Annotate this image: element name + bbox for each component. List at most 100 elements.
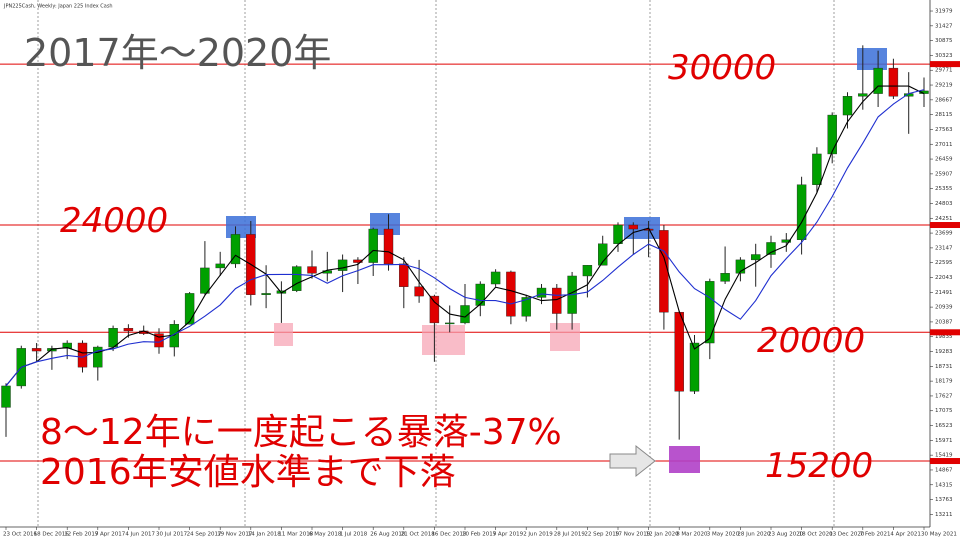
candle-body	[858, 93, 868, 97]
candle-body	[705, 281, 715, 344]
candle-body	[689, 342, 700, 392]
candle-body	[812, 153, 822, 185]
y-tick-label: 25355	[935, 186, 953, 192]
x-tick-label: 3 May 2020	[707, 532, 740, 538]
x-tick-label: 2 Jun 2019	[523, 532, 553, 538]
x-tick-label: 16 Dec 2018	[431, 532, 467, 538]
y-tick-label: 19835	[935, 334, 953, 340]
y-tick-label: 22595	[935, 260, 953, 266]
candle-body	[873, 67, 883, 94]
y-tick-label: 17627	[935, 393, 953, 399]
x-tick-label: 22 Sep 2019	[584, 532, 619, 538]
peak-box	[226, 216, 256, 238]
y-tick-label: 27563	[935, 127, 953, 133]
y-tick-label: 22043	[935, 275, 953, 281]
candle-body	[383, 228, 394, 265]
candle-body	[1, 385, 11, 408]
level-marker	[930, 329, 960, 336]
y-tick-label: 28115	[935, 112, 953, 118]
y-tick-label: 18731	[935, 364, 953, 370]
x-tick-label: 28 Jun 2020	[737, 532, 771, 538]
moving-average	[5, 85, 925, 387]
x-tick-label: 12 Jan 2020	[646, 532, 679, 538]
y-tick-label: 16523	[935, 423, 953, 429]
annotation: 8～12年に一度起こる暴落-37%	[40, 412, 562, 453]
candle-body	[796, 184, 807, 240]
chart-title: 2017年～2020年	[24, 31, 331, 75]
candle-body	[628, 224, 638, 230]
level-label: 30000	[668, 48, 776, 88]
candle-body	[215, 263, 225, 269]
x-tick-label: 12 Feb 2017	[64, 532, 99, 538]
y-tick-label: 19283	[935, 349, 953, 355]
x-tick-label: 4 Jun 2017	[125, 532, 155, 538]
candle-body	[552, 287, 562, 314]
candle-body	[582, 265, 593, 277]
y-tick-label: 31979	[935, 9, 953, 15]
y-tick-label: 30323	[935, 53, 953, 59]
peak-box	[857, 48, 887, 70]
y-tick-label: 14867	[935, 467, 953, 473]
candle-body	[613, 224, 623, 244]
candle-body	[184, 293, 195, 325]
x-tick-label: 18 Oct 2020	[799, 532, 834, 538]
candle-body	[766, 242, 776, 255]
x-tick-label: 8 Mar 2020	[676, 532, 708, 538]
low-box	[422, 325, 465, 355]
plot	[1, 45, 929, 440]
annotation: 2016年安値水準まで下落	[40, 452, 456, 493]
x-tick-label: 13 Dec 2020	[829, 532, 865, 538]
candle-body	[414, 286, 424, 297]
y-tick-label: 18179	[935, 379, 953, 385]
candle-body	[460, 305, 470, 324]
crash-box	[669, 446, 700, 473]
x-tick-label: 17 Nov 2019	[615, 532, 651, 538]
candle-body	[307, 266, 317, 274]
symbol-label: JPN225Cash, Weekly: Japan 225 Index Cash	[3, 4, 113, 10]
x-tick-label: 14 Jan 2018	[248, 532, 281, 538]
candle-body	[720, 273, 730, 282]
x-tick-label: 28 Jul 2019	[554, 532, 586, 538]
y-tick-label: 28667	[935, 97, 953, 103]
candle-body	[475, 283, 485, 306]
y-tick-label: 17075	[935, 408, 953, 414]
candle-body	[842, 96, 853, 116]
x-tick-label: 4 Apr 2021	[890, 532, 921, 538]
candle-body	[827, 114, 837, 155]
y-tick-label: 23699	[935, 231, 953, 237]
arrow	[609, 444, 656, 478]
y-tick-label: 20939	[935, 305, 953, 311]
candle-body	[521, 297, 531, 317]
x-tick-label: 10 Feb 2019	[462, 532, 497, 538]
x-tick-label: 1 Jul 2018	[340, 532, 368, 538]
level-marker	[930, 61, 960, 68]
candle-body	[888, 67, 899, 97]
candle-body	[31, 348, 42, 352]
x-tick-label: 23 Oct 2016	[3, 532, 38, 538]
candle-body	[674, 311, 684, 392]
y-tick-label: 30875	[935, 38, 953, 44]
x-tick-label: 19 Nov 2017	[217, 532, 253, 538]
y-tick-label: 13211	[935, 512, 953, 518]
y-tick-label: 27011	[935, 142, 953, 148]
x-tick-label: 11 Mar 2018	[278, 532, 313, 538]
candle-body	[536, 287, 547, 298]
candle-body	[77, 342, 88, 368]
x-tick-label: 7 Feb 2021	[860, 532, 891, 538]
y-tick-label: 13763	[935, 497, 953, 503]
candle-body	[445, 322, 455, 325]
moving-average	[5, 89, 925, 387]
x-tick-label: 18 Dec 2016	[34, 532, 70, 538]
y-tick-label: 14315	[935, 482, 953, 488]
candle-body	[292, 266, 302, 291]
candle-body	[659, 230, 669, 313]
y-tick-label: 23147	[935, 245, 953, 251]
level-marker	[930, 222, 960, 229]
y-tick-label: 29771	[935, 68, 953, 74]
candle-body	[429, 295, 440, 324]
level-label: 20000	[757, 321, 865, 361]
y-tick-label: 15971	[935, 438, 953, 444]
candle-body	[368, 228, 378, 263]
